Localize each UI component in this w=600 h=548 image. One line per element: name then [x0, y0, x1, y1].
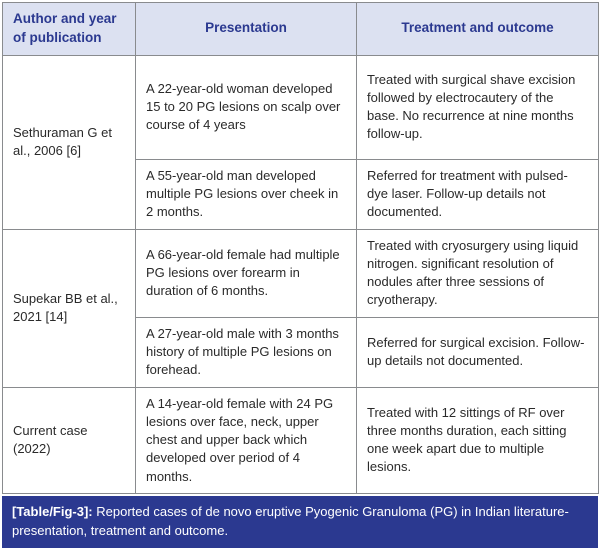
presentation-cell: A 66-year-old female had multiple PG les…: [135, 228, 357, 318]
presentation-cell: A 22-year-old woman developed 15 to 20 P…: [135, 54, 357, 160]
treatment-cell: Referred for surgical excision. Follow-u…: [356, 316, 599, 388]
author-cell: Current case (2022): [2, 386, 136, 494]
table-row: A 27-year-old male with 3 months history…: [3, 316, 599, 388]
presentation-cell: A 27-year-old male with 3 months history…: [135, 316, 357, 388]
treatment-cell: Treated with cryosurgery using liquid ni…: [356, 228, 599, 318]
author-cell: Sethuraman G et al., 2006 [6]: [2, 54, 136, 230]
cases-table: Author and year of publication Presentat…: [2, 2, 599, 494]
table-row: Supekar BB et al., 2021 [14] A 66-year-o…: [2, 228, 599, 388]
table-caption: [Table/Fig-3]: Reported cases of de novo…: [2, 495, 598, 548]
author-cell: Supekar BB et al., 2021 [14]: [2, 228, 136, 388]
presentation-cell: A 55-year-old man developed multiple PG …: [135, 158, 357, 230]
header-presentation: Presentation: [135, 2, 357, 56]
table-row: Current case (2022) A 14-year-old female…: [2, 386, 599, 494]
header-row: Author and year of publication Presentat…: [2, 2, 599, 56]
header-treatment: Treatment and outcome: [356, 2, 599, 56]
treatment-cell: Treated with 12 sittings of RF over thre…: [356, 386, 599, 494]
treatment-cell: Treated with surgical shave excision fol…: [356, 54, 599, 160]
caption-label: [Table/Fig-3]:: [12, 503, 93, 519]
table-row: Sethuraman G et al., 2006 [6] A 22-year-…: [2, 54, 599, 230]
treatment-cell: Referred for treatment with pulsed-dye l…: [356, 158, 599, 230]
header-author: Author and year of publication: [2, 2, 136, 56]
table-row: A 55-year-old man developed multiple PG …: [3, 158, 599, 230]
caption-text: Reported cases of de novo eruptive Pyoge…: [12, 503, 569, 538]
presentation-cell: A 14-year-old female with 24 PG lesions …: [135, 386, 357, 494]
